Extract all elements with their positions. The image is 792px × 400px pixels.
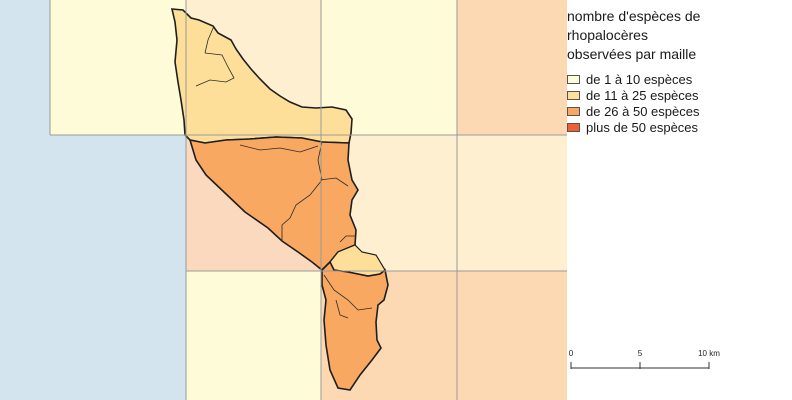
legend-title-line: observées par maille [567,46,697,62]
legend-title-line: nombre d'espèces de [567,8,701,24]
scale-tick-label: 5 [637,349,643,358]
scale-bar: 0 5 10 km [567,349,720,373]
legend: nombre d'espèces de rhopalocères observé… [567,7,787,135]
legend-swatch [567,122,580,132]
legend-item: de 26 à 50 espèces [567,103,787,119]
legend-item: plus de 50 espèces [567,119,787,135]
scale-tick-label: 10 km [698,349,720,358]
grid-cell [50,0,186,135]
sea-area-top [0,0,50,135]
grid-cell [457,135,567,271]
grid-cell [457,0,567,135]
legend-swatch [567,90,580,100]
legend-swatch [567,106,580,116]
legend-item: de 1 à 10 espèces [567,71,787,87]
grid-cell [457,271,567,400]
island-north [170,8,353,144]
legend-items: de 1 à 10 espèces de 11 à 25 espèces de … [567,71,787,135]
legend-title: nombre d'espèces de rhopalocères observé… [567,7,787,64]
legend-title-line: rhopalocères [567,27,648,43]
legend-label: de 1 à 10 espèces [586,71,693,87]
legend-item: de 11 à 25 espèces [567,87,787,103]
island-south [321,260,389,391]
legend-swatch [567,74,580,84]
grid-cell [186,271,321,400]
scale-bar-graphic [570,362,710,369]
grid-lines [49,0,567,400]
legend-label: plus de 50 espèces [586,119,699,135]
island-middle [188,136,359,272]
legend-label: de 11 à 25 espèces [586,87,699,103]
commune-boundaries [195,25,373,319]
scale-tick-label: 0 [568,349,574,358]
legend-label: de 26 à 50 espèces [586,103,700,119]
